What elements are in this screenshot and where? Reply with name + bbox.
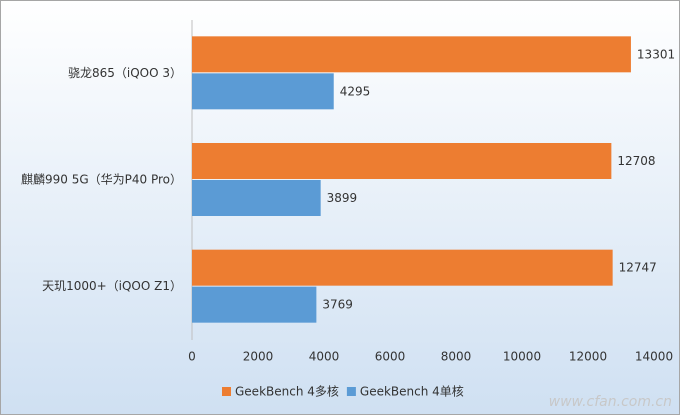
y-tick-label: 骁龙865（iQOO 3） xyxy=(68,66,182,80)
value-label: 3769 xyxy=(322,298,353,312)
x-tick-label: 4000 xyxy=(309,350,340,364)
bar xyxy=(192,143,612,179)
y-tick-label: 天玑1000+（iQOO Z1） xyxy=(42,279,182,293)
value-label: 4295 xyxy=(340,84,371,98)
x-tick-label: 8000 xyxy=(441,350,472,364)
y-tick-label: 麒麟990 5G（华为P40 Pro） xyxy=(21,172,182,187)
bar xyxy=(192,180,321,216)
value-label: 13301 xyxy=(637,47,675,61)
bar xyxy=(192,73,334,110)
bar xyxy=(192,36,631,73)
legend-swatch xyxy=(346,387,356,396)
x-tick-label: 12000 xyxy=(569,350,607,364)
watermark: www.cfan.com.cn xyxy=(549,394,672,410)
x-tick-label: 10000 xyxy=(503,350,541,364)
value-label: 3899 xyxy=(327,191,358,205)
legend-label: GeekBench 4单核 xyxy=(360,385,464,399)
bar xyxy=(192,249,613,286)
legend-label: GeekBench 4多核 xyxy=(235,385,339,399)
x-tick-label: 2000 xyxy=(243,350,274,364)
legend-swatch xyxy=(222,387,231,396)
value-label: 12708 xyxy=(617,154,655,168)
value-label: 12747 xyxy=(619,261,657,275)
x-tick-label: 6000 xyxy=(375,350,406,364)
x-tick-label: 0 xyxy=(188,350,196,364)
x-tick-label: 14000 xyxy=(635,350,673,364)
bar xyxy=(192,286,317,323)
